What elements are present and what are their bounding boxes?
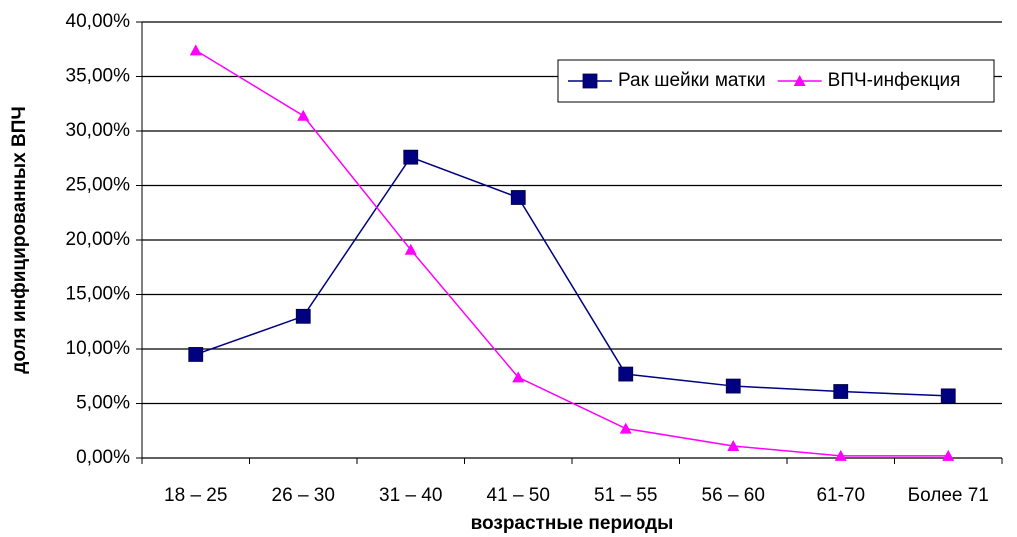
data-point [512, 371, 525, 383]
x-tick-label: 51 – 55 [594, 485, 657, 506]
data-point [188, 347, 204, 362]
y-axis-title: доля инфицированных ВПЧ [9, 106, 30, 373]
y-tick-label: 5,00% [76, 393, 130, 414]
data-point [297, 109, 310, 121]
x-tick-label: 41 – 50 [487, 485, 550, 506]
y-tick-label: 15,00% [66, 284, 131, 305]
x-tick-label: Более 71 [908, 485, 989, 506]
legend-label: Рак шейки матки [618, 70, 766, 91]
x-tick-label: 26 – 30 [272, 485, 335, 506]
legend-box [557, 59, 995, 103]
series-line [195, 49, 949, 457]
x-tick-label: 61-70 [816, 485, 865, 506]
data-point [619, 422, 632, 434]
legend-marker [582, 73, 598, 89]
y-tick-label: 40,00% [66, 11, 131, 32]
data-point [510, 190, 526, 205]
x-axis-title: возрастные периоды [471, 513, 674, 534]
x-tick-label: 18 – 25 [164, 485, 227, 506]
data-point [833, 384, 849, 399]
legend-label: ВПЧ-инфекция [828, 70, 961, 91]
y-tick-label: 0,00% [76, 447, 130, 468]
data-point [942, 449, 955, 461]
data-point [403, 149, 419, 165]
data-point [834, 449, 847, 461]
y-tick-label: 25,00% [66, 175, 131, 196]
x-tick-label: 56 – 60 [702, 485, 765, 506]
data-point [727, 440, 740, 452]
data-point [618, 366, 634, 382]
data-point [404, 243, 417, 255]
y-tick-label: 10,00% [66, 338, 131, 359]
y-tick-label: 30,00% [66, 120, 131, 141]
y-tick-label: 20,00% [66, 229, 131, 250]
data-point [295, 308, 311, 324]
data-point [189, 44, 202, 56]
data-point [940, 388, 956, 404]
y-tick-label: 35,00% [66, 66, 131, 87]
series-line [195, 156, 949, 397]
x-tick-label: 31 – 40 [379, 485, 442, 506]
data-point [725, 378, 741, 394]
legend-marker [793, 75, 806, 86]
